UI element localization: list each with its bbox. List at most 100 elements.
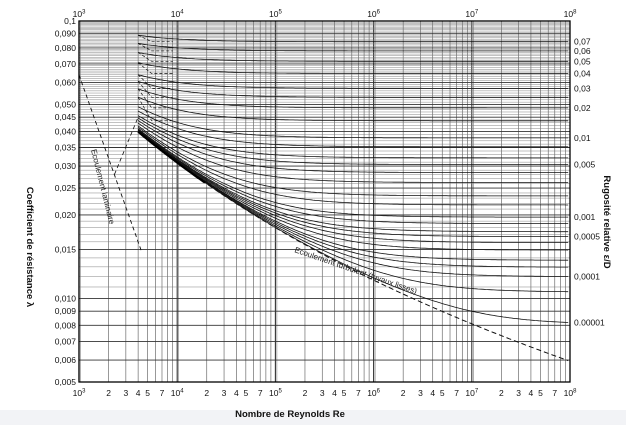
- roughness-curve: [137, 117, 569, 165]
- y-tick-label: 0,035: [55, 143, 77, 153]
- y-axis-title: Coefficient de résistance λ: [24, 187, 35, 308]
- roughness-curve: [137, 115, 569, 159]
- roughness-label: 0,05: [574, 56, 591, 66]
- roughness-curve: [137, 129, 569, 233]
- x-tick-label: 2: [499, 388, 504, 398]
- transition-curve: [137, 34, 173, 43]
- roughness-label: 0,001: [574, 212, 596, 222]
- x-tick-label: 4: [234, 388, 239, 398]
- roughness-curve: [137, 74, 569, 89]
- smooth-pipe-curve: [137, 131, 569, 362]
- x-tick-label: 2: [106, 388, 111, 398]
- transition-curve: [137, 81, 173, 98]
- y-tick-label: 0,025: [55, 183, 77, 193]
- x-top-tick-label: 108: [564, 9, 577, 19]
- roughness-curve: [137, 122, 569, 183]
- roughness-curve: [137, 120, 569, 173]
- x-tick-label: 3: [123, 388, 128, 398]
- roughness-label: 0,07: [574, 37, 591, 47]
- roughness-curve: [137, 130, 569, 268]
- roughness-curve: [137, 128, 569, 218]
- x-tick-label: 107: [465, 388, 478, 398]
- roughness-label: 0,0005: [574, 232, 600, 242]
- y-tick-label: 0,010: [55, 293, 77, 303]
- y-tick-label: 0,070: [55, 59, 77, 69]
- roughness-curve: [138, 62, 569, 74]
- x-top-tick-label: 103: [73, 9, 86, 19]
- y-tick-label: 0,009: [55, 306, 77, 316]
- x-tick-label: 4: [136, 388, 141, 398]
- transition-curve: [137, 88, 173, 109]
- roughness-label: 0,02: [574, 103, 591, 113]
- laminar-curve: [78, 74, 143, 253]
- transition-curve: [137, 97, 173, 122]
- y-tick-label: 0,030: [55, 161, 77, 171]
- roughness-curve: [137, 125, 569, 197]
- roughness-label: 0,06: [574, 46, 591, 56]
- x-tick-label: 2: [303, 388, 308, 398]
- x-tick-label: 5: [440, 388, 445, 398]
- roughness-curve: [137, 128, 569, 224]
- roughness-curve: [137, 130, 569, 243]
- laminar-flow-annotation: Ecoulement laminaire: [89, 148, 116, 225]
- roughness-curve: [137, 88, 569, 109]
- x-tick-label: 5: [342, 388, 347, 398]
- roughness-curve: [137, 106, 569, 139]
- page-bottom-band: [0, 410, 626, 425]
- x-tick-label: 3: [516, 388, 521, 398]
- y-tick-label: 0,050: [55, 100, 77, 110]
- x-top-tick-label: 107: [465, 9, 478, 19]
- x-tick-label: 7: [356, 388, 361, 398]
- roughness-curve: [137, 130, 569, 261]
- roughness-label: 0,0001: [574, 272, 600, 282]
- x-top-tick-label: 106: [367, 9, 380, 19]
- x-tick-label: 105: [269, 388, 282, 398]
- x-tick-label: 108: [564, 388, 577, 398]
- x-tick-label: 5: [243, 388, 248, 398]
- roughness-label: 0,03: [574, 83, 591, 93]
- x-tick-label: 5: [145, 388, 150, 398]
- roughness-curve: [137, 96, 569, 122]
- transition-curve: [137, 62, 173, 74]
- roughness-curve: [137, 81, 569, 98]
- y-tick-label: 0,045: [55, 112, 77, 122]
- x-tick-label: 103: [73, 388, 86, 398]
- roughness-curve: [137, 110, 569, 148]
- y-tick-label: 0,080: [55, 43, 77, 53]
- transition-curve: [137, 43, 173, 52]
- x-tick-label: 2: [401, 388, 406, 398]
- transition-curve: [137, 74, 173, 89]
- x-top-tick-label: 105: [269, 9, 282, 19]
- y-tick-label: 0,005: [55, 377, 77, 387]
- x-tick-label: 4: [529, 388, 534, 398]
- roughness-curve: [137, 126, 569, 206]
- y-tick-label: 0,008: [55, 320, 77, 330]
- x-tick-label: 106: [367, 388, 380, 398]
- roughness-curve: [138, 43, 569, 52]
- roughness-curve: [138, 34, 569, 43]
- transition-curve: [137, 52, 173, 62]
- reference-curves: [78, 74, 569, 362]
- roughness-label: 0,005: [574, 160, 596, 170]
- x-top-tick-label: 104: [171, 9, 184, 19]
- x-tick-label: 2: [204, 388, 209, 398]
- roughness-curve: [137, 129, 569, 237]
- y-tick-label: 0,020: [55, 210, 77, 220]
- y-tick-label: 0,090: [55, 29, 77, 39]
- x-axis-title: Nombre de Reynolds Re: [235, 409, 345, 420]
- x-tick-label: 4: [332, 388, 337, 398]
- roughness-curves: [137, 34, 569, 323]
- plot-frame: [78, 20, 571, 383]
- y-tick-label: 0,060: [55, 78, 77, 88]
- roughness-curve: [138, 52, 569, 62]
- x-tick-label: 7: [552, 388, 557, 398]
- x-tick-label: 7: [454, 388, 459, 398]
- x-tick-label: 5: [538, 388, 543, 398]
- critical-boundary: [114, 117, 139, 175]
- y-tick-label: 0,007: [55, 336, 77, 346]
- plot-border: [78, 20, 571, 383]
- grid: [78, 20, 570, 383]
- roughness-curve: [137, 131, 569, 277]
- smooth-pipe-curve-head: [137, 130, 206, 184]
